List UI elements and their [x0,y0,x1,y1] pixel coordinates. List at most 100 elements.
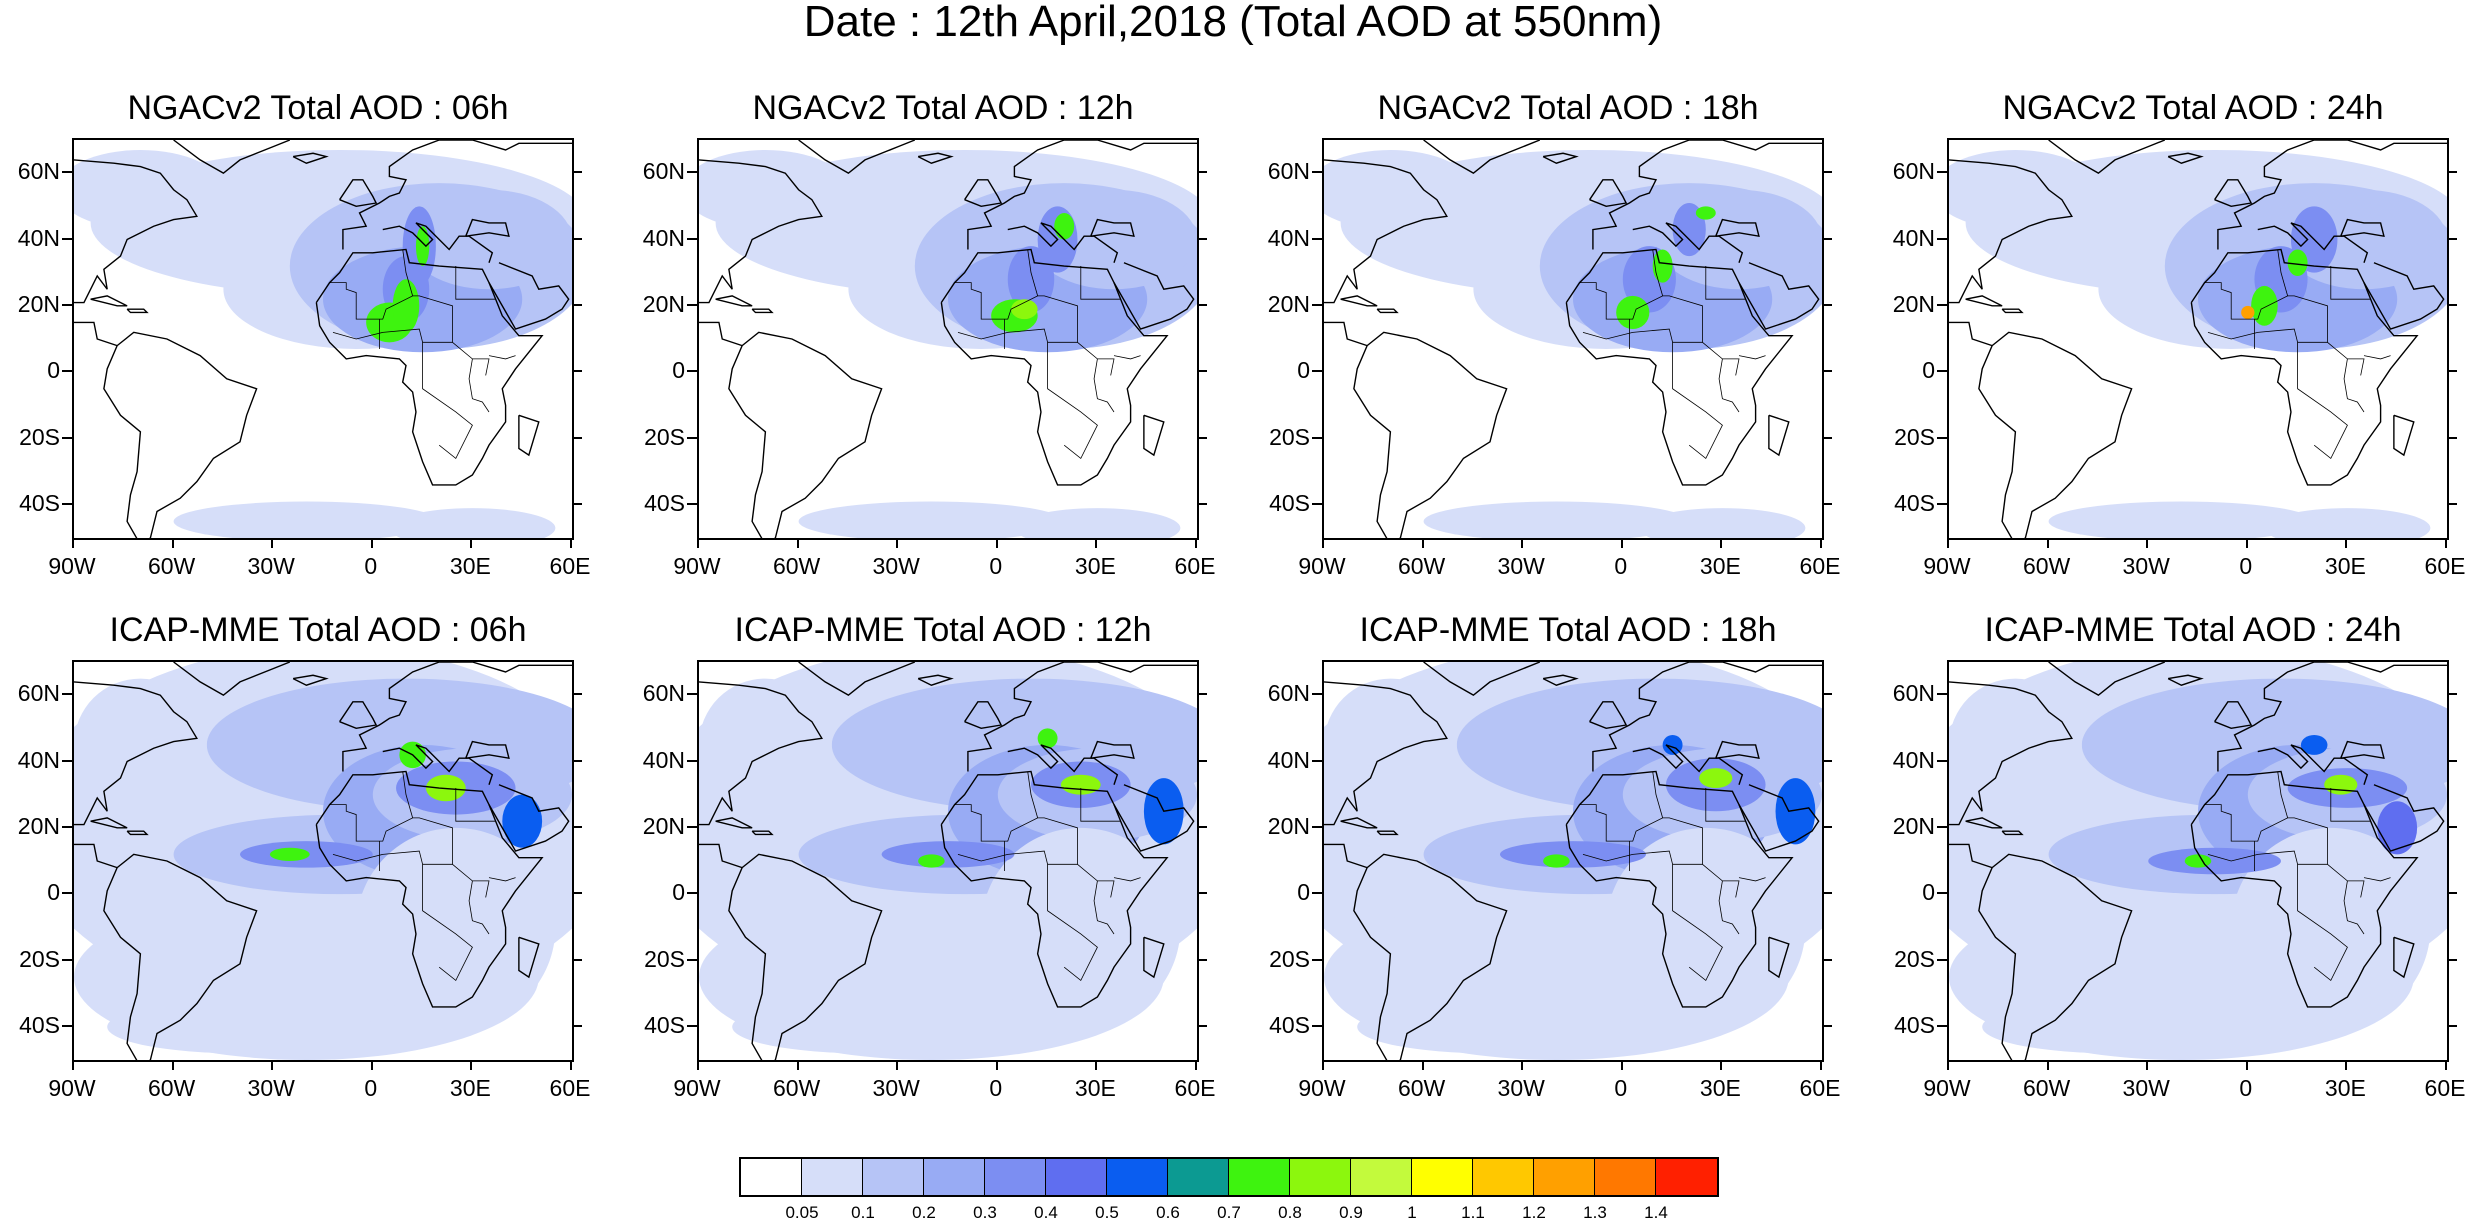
lat-tick-label: 40S [19,489,60,516]
lon-tick-label: 30E [1074,1075,1116,1101]
lat-tick-label: 20S [1894,945,1935,972]
lat-tick [2447,502,2457,505]
lat-tick [572,436,582,439]
coastline [1949,159,2073,304]
lon-tick-label: 60E [2424,553,2466,579]
coastline [1949,681,2073,826]
aod-region [2048,501,2315,538]
country-border [1718,358,1740,413]
lon-tick [2146,538,2149,548]
coastline [2340,218,2385,238]
coastline [917,674,954,686]
coastline [488,262,570,330]
coastline [126,830,149,836]
country-border [1047,342,1098,460]
lon-tick [1195,538,1197,548]
coastline [1949,843,1993,869]
country-border [402,249,414,296]
lat-tick-label: 20S [1894,423,1935,450]
coastline [1324,159,1448,304]
coastline [1589,701,1628,730]
coastline [1768,936,1790,979]
coastline [715,295,753,307]
lon-tick-label: 30W [247,1075,295,1101]
coastline [751,308,774,314]
lat-tick [572,759,582,762]
panel-title: NGACv2 Total AOD : 06h [127,89,509,127]
coastline [1090,218,1135,238]
lon-tick [1195,1060,1197,1070]
coastline [1376,308,1399,314]
lat-tick-label: 60N [1892,158,1935,185]
aod-region [1606,827,1806,1027]
coastline [2167,674,2204,686]
lon-tick-label: 60E [1799,1075,1841,1101]
country-border [1705,788,1746,822]
coastline [1376,830,1399,836]
country-border [2327,342,2365,376]
coastline [342,662,572,772]
lat-tick [1312,171,1322,174]
lon-tick [1095,1060,1098,1070]
coastline [74,321,118,347]
country-border [954,804,1078,865]
lon-tick-label: 90W [673,1075,721,1101]
lat-tick-label: 0 [1297,879,1310,906]
lon-tick-label: 0 [989,553,1003,579]
map-panel: ICAP-MME Total AOD : 12h 60N 40N 20N 0 20S 40S… [625,612,1216,1122]
coastline [2393,414,2415,457]
lon-tick-label: 30W [872,1075,920,1101]
colorbar-label: 0.8 [1278,1203,1302,1222]
lat-tick [1197,171,1207,174]
country-border [452,342,490,376]
lat-tick [1312,436,1322,439]
lat-tick [572,825,582,828]
country-border [1672,864,1723,982]
lat-tick [2447,171,2457,174]
coastline [74,681,198,826]
lat-tick-label: 0 [47,879,60,906]
lon-tick [697,538,699,548]
coastline [292,674,329,686]
coastline [1738,784,1820,852]
country-border [1718,880,1740,935]
lat-tick [1197,958,1207,961]
coastline [940,248,1169,486]
lat-tick [1197,693,1207,696]
coastline [964,179,1003,208]
colorbar-swatch [1046,1159,1107,1195]
map-panel: ICAP-MME Total AOD : 06h 60N 40N 20N 0 20S 40S… [0,612,591,1122]
aod-region [1695,206,1716,220]
aod-region [2148,847,2281,875]
aod-region [269,847,310,861]
colorbar-swatch [1656,1159,1717,1195]
lat-tick-label: 40S [1269,1011,1310,1038]
lat-tick-label: 20N [1267,812,1310,839]
lat-tick [2447,892,2457,895]
lon-tick [2245,538,2248,548]
colorbar-swatch [1290,1159,1351,1195]
lat-tick [1937,370,1947,373]
lat-tick [1937,171,1947,174]
lon-tick [1720,538,1723,548]
lat-tick [687,825,697,828]
lon-tick [1820,1060,1822,1070]
lat-tick-label: 20N [17,812,60,839]
country-border [1672,342,1723,460]
aod-region [1423,501,1690,538]
coastline [1768,414,1790,457]
coastline [1340,817,1378,829]
coastline [1423,140,1541,175]
aod-region [74,149,224,230]
coastline [173,140,291,175]
lat-tick [62,502,72,505]
coastline [2190,248,2419,486]
country-border [452,864,490,898]
aod-field [74,662,572,1060]
lon-tick [370,1060,373,1070]
country-border [2277,249,2289,296]
lat-tick [687,1024,697,1027]
coastline [1353,853,1508,1060]
country-border [1738,355,1766,360]
country-border [468,880,490,935]
